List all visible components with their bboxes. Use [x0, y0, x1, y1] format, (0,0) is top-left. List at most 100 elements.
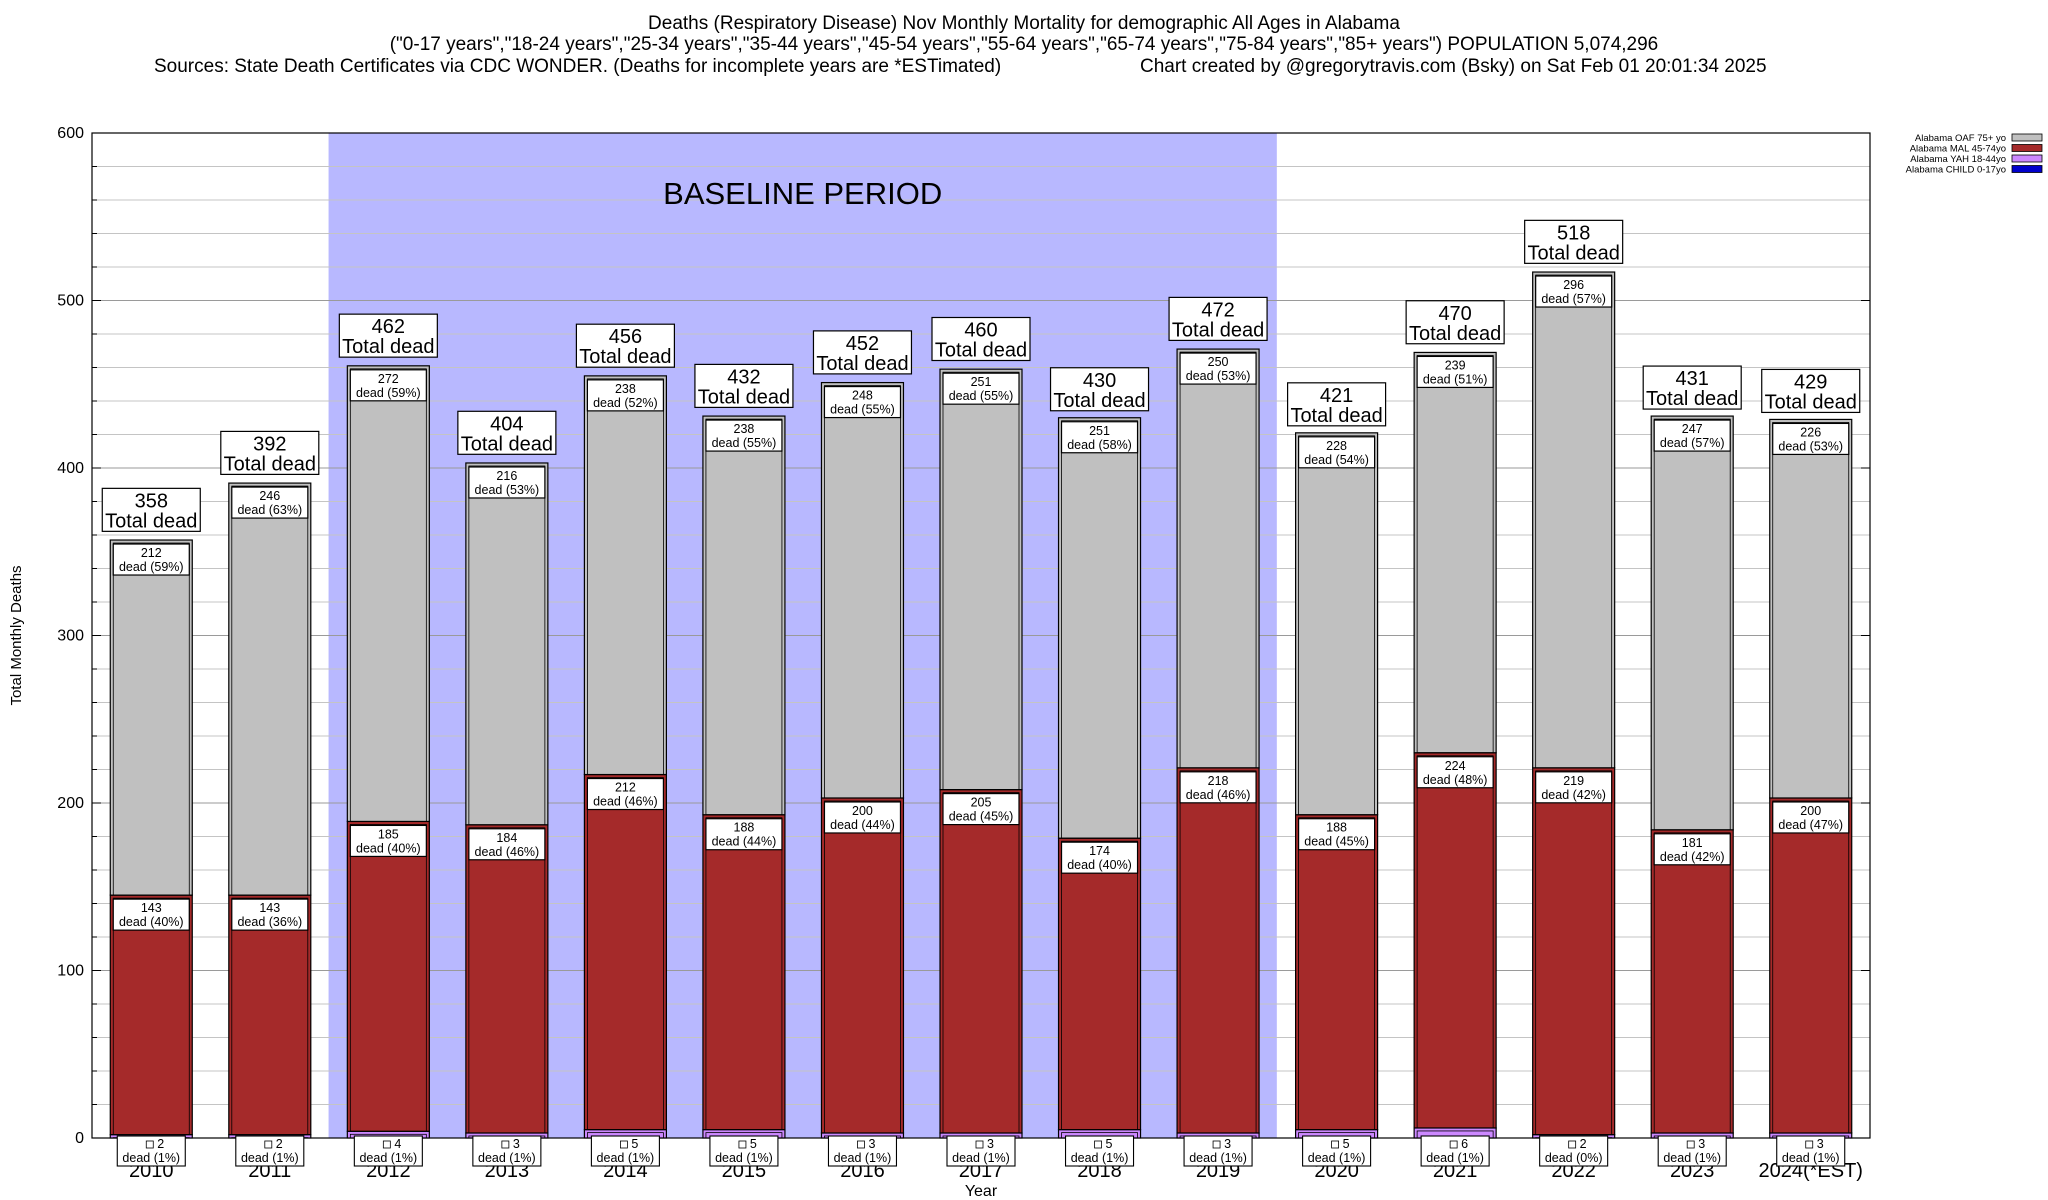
segment-label-box [705, 818, 783, 851]
bar-segment-outline [942, 371, 1020, 790]
bar-segment-outline [1535, 274, 1613, 769]
chart-sources: Sources: State Death Certificates via CD… [154, 56, 1002, 77]
yah-value-label: 3 [1698, 1137, 1705, 1151]
bar-segment [1769, 418, 1853, 799]
segment-value-label: 228 [1326, 439, 1347, 453]
y-tick-label: 200 [57, 795, 84, 812]
total-text-label: Total dead [816, 353, 908, 375]
segment-pct-label: dead (44%) [712, 835, 777, 849]
segment-label-box [468, 828, 546, 861]
segment-pct-label: dead (53%) [475, 483, 540, 497]
total-label-box [931, 316, 1031, 362]
segment-value-label: 181 [1682, 836, 1703, 850]
bar-segment [1532, 767, 1616, 1136]
total-text-label: Total dead [1053, 390, 1145, 412]
total-value-label: 456 [609, 326, 642, 348]
bar-segment-outline [1298, 435, 1375, 816]
yah-pct-label: dead (1%) [1426, 1151, 1484, 1165]
total-value-label: 452 [846, 333, 879, 355]
yah-marker [501, 1140, 510, 1149]
segment-value-label: 188 [734, 821, 755, 835]
segment-value-label: 226 [1800, 425, 1821, 439]
yah-pct-label: dead (1%) [1308, 1151, 1366, 1165]
yah-marker [1212, 1140, 1221, 1149]
segment-pct-label: dead (46%) [1186, 788, 1251, 802]
yah-value-label: 3 [513, 1137, 520, 1151]
total-value-label: 431 [1676, 368, 1709, 390]
total-text-label: Total dead [461, 433, 553, 455]
bar-segment [1294, 432, 1379, 816]
bar-segment [820, 381, 905, 799]
segment-value-label: 143 [141, 901, 162, 915]
bar-segment-outline [1772, 800, 1850, 1134]
bar-segment-outline [1179, 770, 1257, 1134]
yah-value-label: 3 [1224, 1137, 1231, 1151]
segment-pct-label: dead (45%) [949, 810, 1014, 824]
total-text-label: Total dead [935, 340, 1027, 362]
bar-segment [1057, 417, 1142, 839]
yah-pct-label: dead (1%) [1189, 1151, 1247, 1165]
yah-marker [1805, 1140, 1814, 1149]
segment-value-label: 143 [259, 901, 280, 915]
chart-subtitle: ("0-17 years","18-24 years","25-34 years… [389, 34, 1659, 55]
yah-pct-label: dead (1%) [241, 1151, 299, 1165]
yah-marker [975, 1140, 984, 1149]
total-label-box [694, 363, 794, 408]
y-tick-label: 500 [57, 293, 84, 310]
bar-segment [109, 894, 193, 1136]
total-label-box [1168, 296, 1268, 341]
yah-marker [1568, 1140, 1577, 1149]
yah-marker [264, 1140, 273, 1149]
total-text-label: Total dead [1528, 242, 1620, 264]
legend-label: Alabama CHILD 0-17yo [1906, 165, 2006, 176]
bar-segment [1413, 351, 1497, 754]
bar-segment-outline [468, 827, 546, 1134]
bar-segment-outline [349, 368, 427, 822]
legend-swatch [2011, 165, 2043, 173]
yah-pct-label: dead (1%) [1663, 1151, 1721, 1165]
total-label-box [575, 323, 676, 368]
segment-pct-label: dead (57%) [1660, 436, 1725, 450]
yah-value-label: 5 [1106, 1137, 1113, 1151]
segment-label-box [112, 543, 190, 576]
yah-pct-label: dead (1%) [715, 1151, 773, 1165]
yah-value-label: 2 [157, 1137, 164, 1151]
bar-segment-outline [1772, 422, 1850, 799]
segment-label-box [349, 824, 427, 858]
segment-label-box [231, 898, 309, 931]
segment-label-box [942, 792, 1020, 826]
y-tick-label: 0 [75, 1130, 84, 1147]
segment-pct-label: dead (40%) [119, 915, 184, 929]
segment-value-label: 200 [1800, 804, 1821, 818]
segment-pct-label: dead (46%) [475, 845, 540, 859]
total-value-label: 472 [1201, 299, 1234, 321]
segment-label-box [1297, 818, 1376, 851]
yah-marker [857, 1140, 865, 1149]
segment-value-label: 212 [615, 781, 636, 795]
segment-label-box [586, 379, 665, 412]
bar-segment-outline [587, 777, 664, 1131]
bar-segment-outline [1416, 755, 1494, 1129]
segment-value-label: 251 [1089, 424, 1110, 438]
segment-pct-label: dead (40%) [1067, 858, 1132, 872]
yah-value-label: 2 [276, 1137, 283, 1151]
segment-value-label: 248 [852, 389, 873, 403]
chart-title: Deaths (Respiratory Disease) Nov Monthly… [648, 13, 1400, 34]
segment-label-box [468, 466, 546, 499]
segment-label-box [1653, 833, 1731, 866]
bar-segment-outline [112, 542, 190, 896]
segment-label-box [1772, 422, 1850, 456]
bar-segment [1769, 797, 1853, 1134]
total-text-label: Total dead [1290, 405, 1382, 427]
total-text-label: Total dead [224, 453, 316, 475]
segment-label-box [1179, 352, 1257, 385]
bar-segment-outline [705, 817, 783, 1131]
segment-pct-label: dead (57%) [1541, 292, 1606, 306]
segment-pct-label: dead (46%) [593, 795, 658, 809]
segment-pct-label: dead (47%) [1778, 818, 1843, 832]
segment-pct-label: dead (55%) [949, 389, 1014, 403]
bar-segment [1650, 415, 1734, 831]
y-tick-label: 300 [57, 628, 84, 645]
yah-pct-label: dead (1%) [597, 1151, 655, 1165]
segment-pct-label: dead (54%) [1304, 453, 1369, 467]
